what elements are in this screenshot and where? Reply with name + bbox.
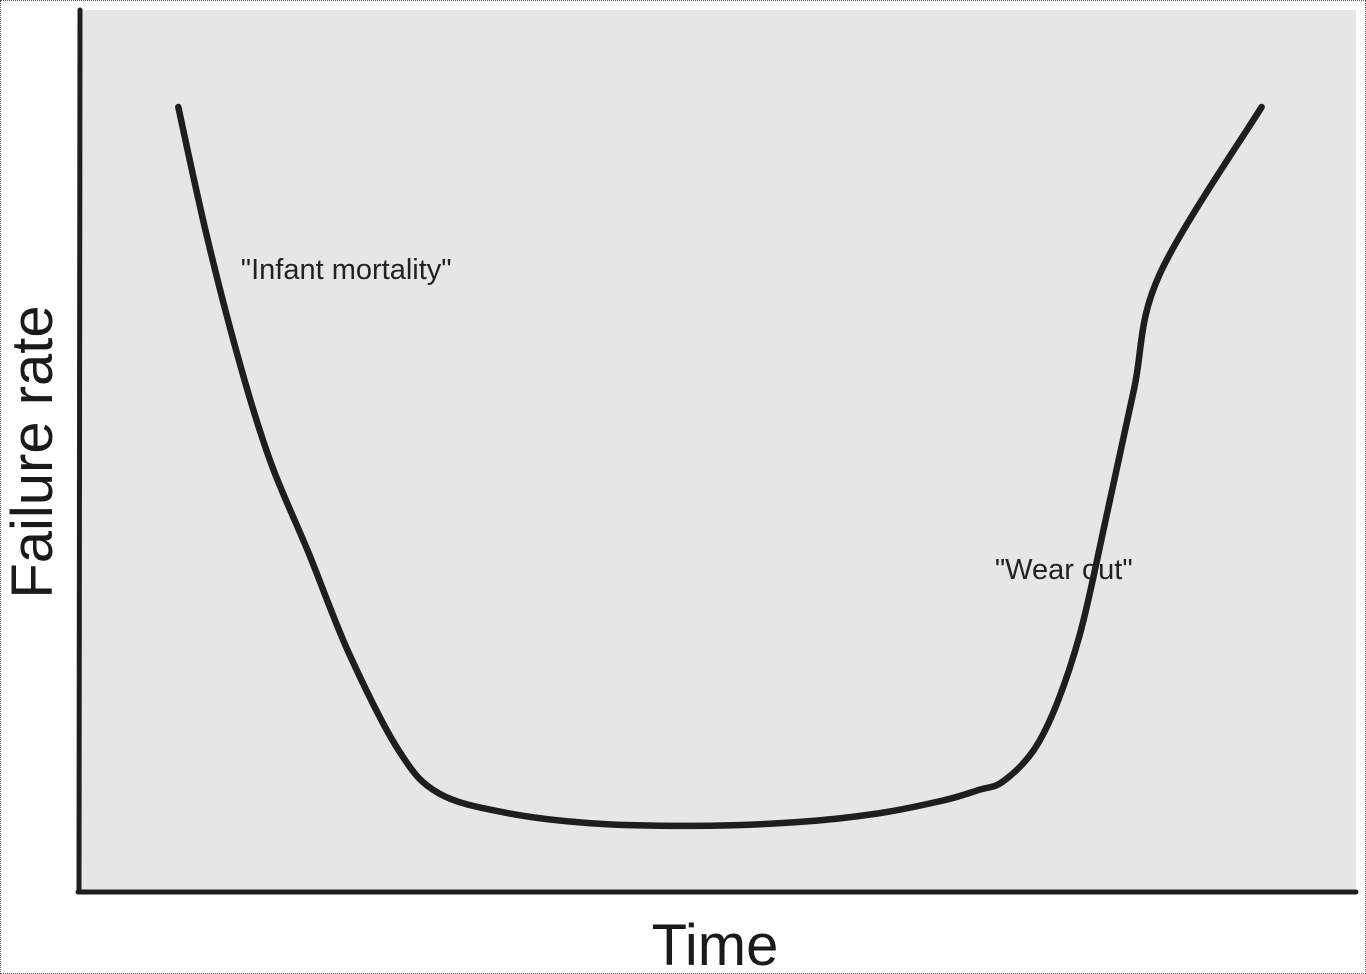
y-axis-label: Failure rate: [0, 305, 65, 598]
series-line: [175, 103, 1265, 830]
y-axis-line: [76, 7, 83, 895]
annotations: "Infant mortality" "Wear out": [241, 254, 1133, 586]
annotation-infant-mortality: "Infant mortality": [241, 254, 452, 286]
annotation-wear-out: "Wear out": [995, 554, 1133, 586]
plot-area: [80, 10, 1356, 892]
x-axis-label: Time: [652, 913, 779, 974]
